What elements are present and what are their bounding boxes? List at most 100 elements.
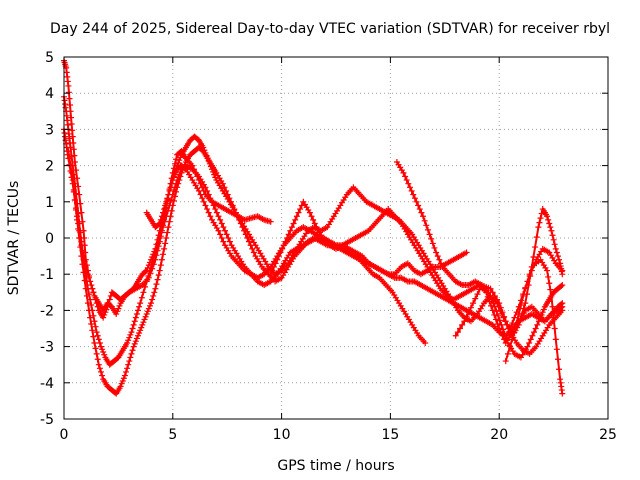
data-point — [66, 155, 73, 162]
data-point — [205, 158, 212, 165]
data-point — [114, 308, 121, 315]
data-point — [205, 209, 212, 216]
data-point — [219, 180, 226, 187]
data-point — [170, 197, 177, 204]
data-point — [200, 198, 207, 205]
data-point — [76, 191, 83, 198]
data-point — [83, 292, 90, 299]
x-tick-label: 15 — [381, 427, 399, 443]
data-point — [437, 260, 444, 267]
data-point — [203, 152, 210, 159]
data-point — [547, 286, 554, 293]
data-point — [544, 267, 551, 274]
data-point — [493, 308, 500, 315]
data-point — [72, 206, 79, 213]
x-tick-label: 5 — [168, 427, 177, 443]
data-point — [550, 236, 557, 243]
data-point — [272, 260, 279, 267]
data-point — [532, 244, 539, 251]
data-point — [180, 164, 187, 171]
data-point — [75, 225, 82, 232]
data-point — [489, 289, 496, 296]
data-point — [123, 368, 130, 375]
data-point — [501, 330, 508, 337]
data-point — [540, 306, 547, 313]
data-point — [545, 216, 552, 223]
data-point — [69, 127, 76, 134]
data-point — [553, 249, 560, 256]
data-point — [226, 238, 233, 245]
data-point — [559, 267, 566, 274]
data-point — [94, 303, 101, 310]
data-point — [99, 372, 106, 379]
data-point — [554, 356, 561, 363]
data-point — [311, 220, 318, 227]
data-point — [100, 314, 107, 321]
data-point — [274, 256, 281, 263]
data-point — [81, 277, 88, 284]
data-point — [422, 339, 429, 346]
data-point — [65, 82, 72, 89]
data-point — [204, 187, 211, 194]
y-tick-label: -3 — [40, 340, 54, 356]
data-point — [201, 147, 208, 154]
y-tick-label: 2 — [45, 159, 54, 175]
data-point — [131, 318, 138, 325]
data-point — [502, 358, 509, 365]
data-point — [496, 317, 503, 324]
data-point — [151, 289, 158, 296]
data-point — [162, 202, 169, 209]
data-point — [434, 253, 441, 260]
data-point — [139, 321, 146, 328]
data-point — [413, 198, 420, 205]
data-point — [68, 114, 75, 121]
data-point — [106, 296, 113, 303]
data-point — [556, 366, 563, 373]
data-point — [202, 149, 209, 156]
data-point — [298, 202, 305, 209]
data-point — [285, 231, 292, 238]
data-point — [287, 227, 294, 234]
data-point — [418, 209, 425, 216]
data-point — [284, 235, 291, 241]
data-point — [152, 285, 159, 292]
data-point — [125, 337, 132, 344]
data-point — [169, 177, 176, 184]
data-point — [217, 231, 224, 238]
data-point — [559, 390, 566, 397]
data-point — [215, 213, 222, 220]
data-point — [171, 169, 178, 176]
data-point — [127, 331, 134, 338]
data-point — [225, 235, 232, 241]
data-point — [436, 256, 443, 263]
data-point — [206, 160, 213, 167]
data-point — [132, 338, 139, 345]
data-point — [545, 273, 552, 280]
data-point — [531, 329, 538, 336]
data-point — [70, 146, 77, 153]
data-point — [164, 195, 171, 202]
data-point — [92, 296, 99, 303]
data-point — [509, 320, 516, 327]
data-point — [204, 206, 211, 213]
chart-title: Day 244 of 2025, Sidereal Day-to-day VTE… — [50, 21, 610, 37]
series-track-e — [143, 133, 566, 357]
data-point — [293, 213, 300, 220]
data-point — [306, 209, 313, 216]
data-point — [415, 202, 422, 209]
data-point — [524, 278, 531, 285]
data-point — [504, 321, 511, 328]
series-track-b — [61, 126, 470, 321]
data-point — [474, 291, 481, 298]
data-point — [138, 324, 145, 331]
data-point — [208, 198, 215, 205]
data-point — [531, 262, 538, 269]
data-point — [119, 377, 126, 384]
data-point — [537, 314, 544, 321]
data-point — [454, 329, 461, 336]
data-point — [143, 311, 150, 318]
data-point — [68, 169, 75, 176]
data-point — [158, 256, 165, 263]
data-point — [78, 209, 85, 216]
